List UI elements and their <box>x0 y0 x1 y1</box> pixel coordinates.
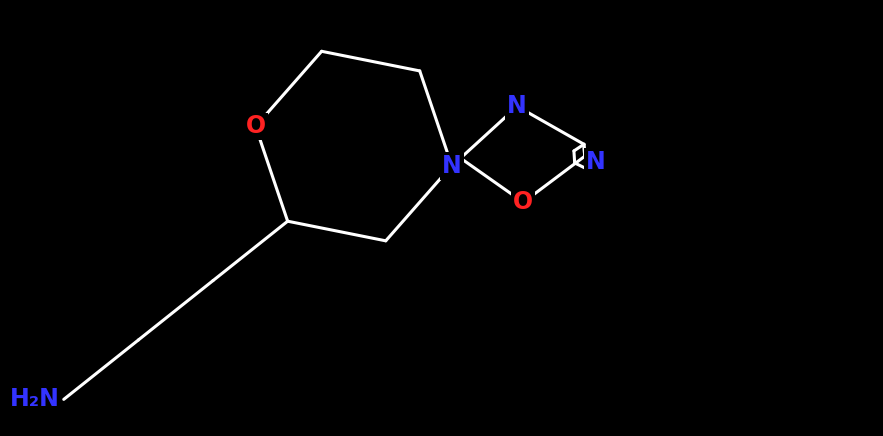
Text: N: N <box>585 150 606 174</box>
Text: O: O <box>245 114 266 139</box>
Text: N: N <box>442 153 462 178</box>
Text: N: N <box>508 94 527 119</box>
Text: H₂N: H₂N <box>10 387 59 412</box>
Text: O: O <box>513 190 533 215</box>
